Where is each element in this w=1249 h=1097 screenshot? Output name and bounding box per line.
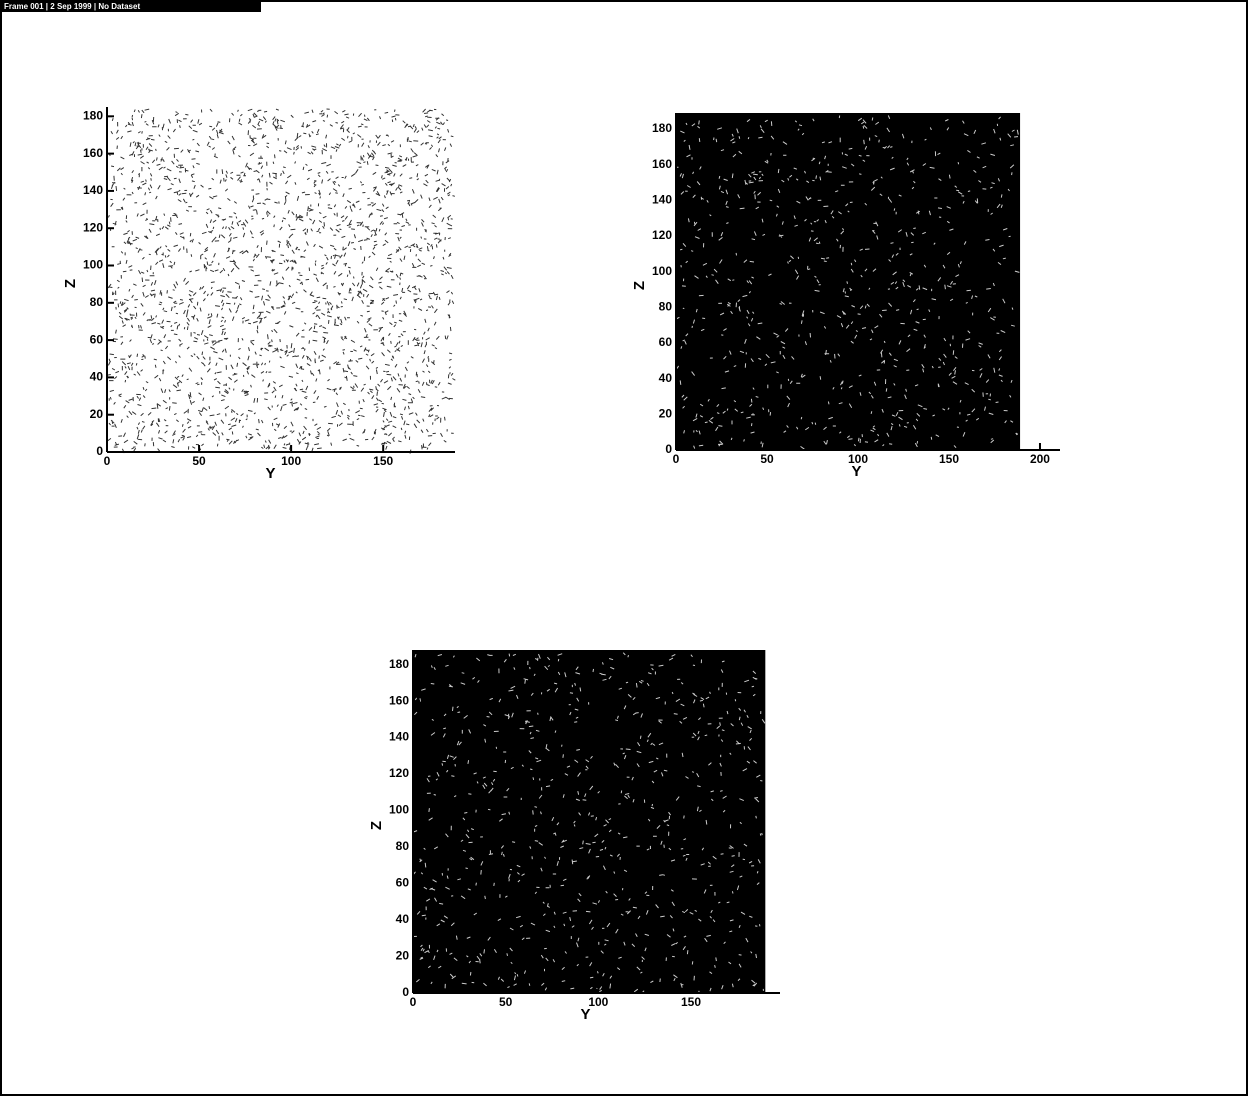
y-tick-label: 80 xyxy=(90,295,104,309)
y-tick-label: 80 xyxy=(659,300,673,314)
y-tick-label: 180 xyxy=(652,121,672,135)
x-tick-label: 150 xyxy=(373,454,393,468)
y-tick-label: 40 xyxy=(396,912,410,926)
x-tick-label: 200 xyxy=(1030,452,1050,466)
y-tick-label: 20 xyxy=(659,407,673,421)
x-tick-label: 0 xyxy=(673,452,680,466)
x-tick-label: 0 xyxy=(104,454,111,468)
vector-field xyxy=(675,115,1020,450)
y-tick-label: 60 xyxy=(90,332,104,346)
y-tick-label: 20 xyxy=(90,407,104,421)
y-axis-label: Z xyxy=(631,281,648,290)
x-tick-label: 100 xyxy=(281,454,301,468)
y-tick-label: 100 xyxy=(652,264,672,278)
plot-background xyxy=(676,113,1021,450)
x-tick-label: 0 xyxy=(410,995,417,1009)
y-tick-label: 120 xyxy=(652,228,672,242)
y-tick-label: 0 xyxy=(402,985,409,999)
y-tick-label: 100 xyxy=(83,258,103,272)
y-tick-label: 160 xyxy=(389,693,409,707)
y-tick-label: 60 xyxy=(659,335,673,349)
y-tick-label: 40 xyxy=(90,370,104,384)
x-tick-label: 150 xyxy=(681,995,701,1009)
x-axis-label: Y xyxy=(266,465,276,482)
vector-texture xyxy=(412,652,766,994)
y-tick-label: 0 xyxy=(665,442,672,456)
vector-field xyxy=(412,652,766,994)
x-axis-label: Y xyxy=(580,1006,590,1023)
y-axis-label: Z xyxy=(62,279,79,288)
x-tick-label: 50 xyxy=(499,995,513,1009)
y-tick-label: 120 xyxy=(389,766,409,780)
x-tick-label: 50 xyxy=(192,454,206,468)
y-tick-label: 20 xyxy=(396,949,410,963)
y-tick-label: 140 xyxy=(389,730,409,744)
x-tick-label: 100 xyxy=(848,452,868,466)
y-tick-label: 60 xyxy=(396,876,410,890)
x-tick-label: 150 xyxy=(939,452,959,466)
x-tick-label: 50 xyxy=(760,452,774,466)
y-tick-label: 40 xyxy=(659,371,673,385)
y-tick-label: 120 xyxy=(83,220,103,234)
x-tick-label: 100 xyxy=(588,995,608,1009)
frame-header xyxy=(1,1,261,12)
plot-background xyxy=(413,650,766,993)
vector-texture xyxy=(675,115,1020,450)
y-tick-label: 140 xyxy=(83,183,103,197)
plot-background xyxy=(107,107,455,452)
vector-field xyxy=(107,108,456,454)
y-tick-label: 160 xyxy=(83,146,103,160)
y-tick-label: 0 xyxy=(96,444,103,458)
y-axis-label: Z xyxy=(368,821,385,830)
x-axis-label: Y xyxy=(851,463,861,480)
frame-title: Frame 001 | 2 Sep 1999 | No Dataset xyxy=(4,2,140,11)
vector-texture xyxy=(107,108,456,454)
y-tick-label: 160 xyxy=(652,157,672,171)
y-tick-label: 140 xyxy=(652,193,672,207)
y-tick-label: 100 xyxy=(389,803,409,817)
y-tick-label: 180 xyxy=(389,657,409,671)
y-tick-label: 180 xyxy=(83,108,103,122)
y-tick-label: 80 xyxy=(396,839,410,853)
